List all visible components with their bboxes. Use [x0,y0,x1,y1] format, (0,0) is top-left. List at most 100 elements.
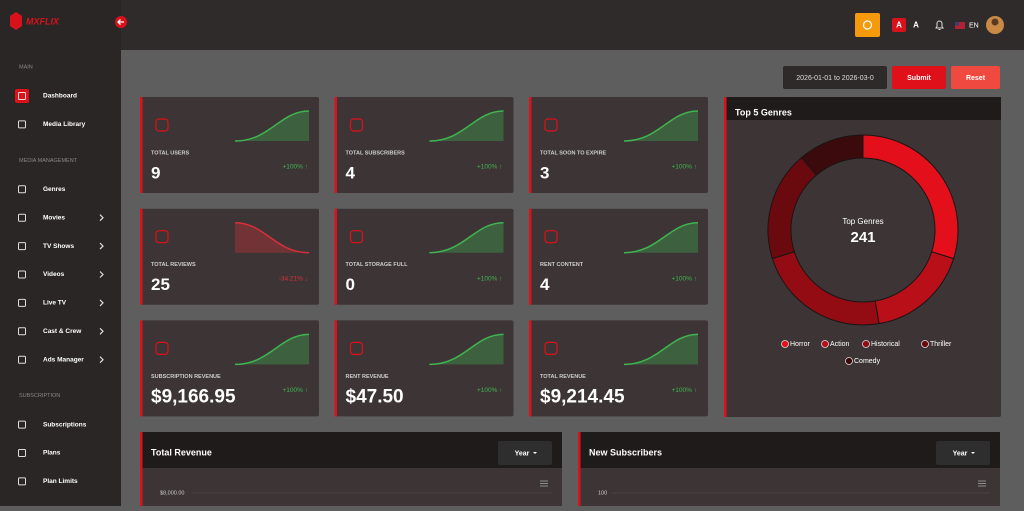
nav-icon-glyph [18,449,26,457]
card-accent [529,320,532,417]
topbar [121,0,1024,50]
filter-button[interactable] [498,441,552,465]
menu-icon[interactable] [540,480,548,487]
filter-label[interactable]: Year [515,450,530,457]
sparkline-area [235,334,309,365]
stat-value: 9 [151,163,160,182]
menu-icon[interactable] [978,480,986,487]
card-icon [349,118,364,132]
sparkline [429,221,504,254]
reset-label[interactable]: Reset [966,75,986,82]
nav-icon-glyph [18,120,26,129]
stat-change: +100% ↑ [477,164,502,171]
stat-label: TOTAL SOON TO EXPIRE [540,150,607,156]
legend-swatch[interactable] [781,340,789,348]
nav-item[interactable]: Cast & Crew [43,328,82,335]
nav-item[interactable]: TV Shows [43,243,74,250]
nav-icon-glyph [18,213,26,222]
submit-button[interactable] [892,66,946,89]
stat-card: RENT REVENUE $47.50 +100% ↑ [334,320,514,417]
settings-icon [862,20,873,30]
nav-item[interactable]: Dashboard [43,93,77,100]
card [140,320,319,417]
nav-item[interactable]: Ads Manager [43,356,84,363]
logo[interactable]: MXFLIX [26,16,60,26]
language[interactable]: EN [969,22,979,29]
nav-item[interactable]: Live TV [43,300,67,307]
sidebar [0,0,121,506]
stat-card: TOTAL SOON TO EXPIRE 3 +100% ↑ [529,97,708,193]
legend-label[interactable]: Thriller [930,341,952,348]
stat-value: $9,214.45 [540,386,625,407]
legend-label[interactable]: Action [830,341,850,348]
stat-label: SUBSCRIPTION REVENUE [151,374,221,380]
nav-icon [15,89,29,103]
card [334,97,514,193]
stat-change: +100% ↑ [283,387,308,394]
submit-label[interactable]: Submit [907,75,931,82]
nav-icon-glyph [18,298,26,307]
card-icon [155,341,169,355]
sparkline [234,110,310,142]
stat-change: +100% ↑ [672,275,697,282]
sidebar-section: SUBSCRIPTION [19,393,60,399]
nav-icon-glyph [18,420,26,429]
nav-item[interactable]: Subscriptions [43,421,87,428]
stat-label: TOTAL REVENUE [540,374,586,380]
sparkline-area [429,111,504,141]
reset-button[interactable] [951,66,1000,89]
date-range[interactable]: 2026-01-01 to 2026-03-0 [796,75,874,82]
card [334,320,514,417]
card-icon [544,230,558,244]
card-accent [140,320,143,417]
card-accent [140,97,143,193]
date-range-input[interactable] [783,66,887,89]
sidebar-section: MEDIA MANAGEMENT [19,158,78,164]
panel-accent [724,97,727,417]
nav-icon-glyph [18,92,26,100]
collapse-arrow [117,19,124,25]
panel-header [140,432,562,468]
filter-label[interactable]: Year [953,450,968,457]
legend-swatch[interactable] [845,357,853,365]
nav-item[interactable]: Movies [43,214,65,221]
card-accent [334,97,337,193]
nav-item[interactable]: Videos [43,271,65,278]
stat-card: TOTAL SUBSCRIBERS 4 +100% ↑ [334,97,514,193]
filter-button[interactable] [936,441,990,465]
font-small-button[interactable] [892,18,906,32]
stat-change: +100% ↑ [477,387,502,394]
legend-label[interactable]: Historical [871,341,900,348]
stat-label: TOTAL REVIEWS [151,262,196,268]
nav-item[interactable]: Plans [43,450,61,457]
legend-swatch[interactable] [862,340,870,348]
legend-swatch[interactable] [821,340,829,348]
font-small[interactable]: A [896,21,902,30]
sparkline-area [235,111,309,141]
legend-swatch[interactable] [921,340,929,348]
y-tick-label: $8,000.00 [160,490,184,496]
card [334,208,514,305]
stat-change: -34.21% ↓ [279,275,308,282]
stat-change: +100% ↑ [283,164,308,171]
legend-label[interactable]: Comedy [854,358,881,365]
nav-item[interactable]: Genres [43,186,66,193]
notification-icon[interactable] [935,20,944,30]
card [529,208,708,305]
settings-button[interactable] [855,13,880,37]
card [140,97,319,193]
card [140,208,319,305]
stat-card: RENT CONTENT 4 +100% ↑ [529,208,708,305]
card-accent [140,208,143,305]
nav-item[interactable]: Media Library [43,121,86,128]
legend-label[interactable]: Horror [790,341,811,348]
nav-icon-glyph [18,270,26,279]
chevron [99,242,104,250]
nav-item[interactable]: Plan Limits [43,478,78,485]
sparkline-area [624,334,698,365]
nav-icon-glyph [18,242,26,251]
sparkline-area [624,111,698,141]
font-large[interactable]: A [913,21,919,30]
